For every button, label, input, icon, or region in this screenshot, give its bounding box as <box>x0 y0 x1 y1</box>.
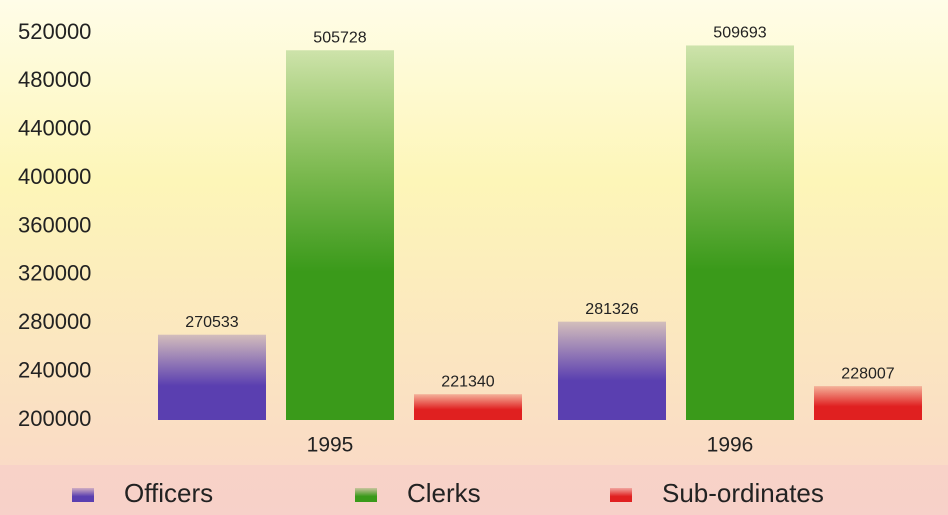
bar <box>158 334 266 420</box>
legend-label: Officers <box>124 478 213 508</box>
value-label: 505728 <box>313 29 366 46</box>
value-label: 281326 <box>585 301 638 318</box>
y-tick-label: 400000 <box>18 164 91 189</box>
value-label: 228007 <box>841 365 894 382</box>
legend-swatch <box>355 488 377 502</box>
value-label: 509693 <box>713 25 766 42</box>
y-tick-label: 200000 <box>18 406 91 431</box>
bar <box>814 386 922 420</box>
legend-label: Clerks <box>407 478 481 508</box>
y-tick-label: 480000 <box>18 67 91 92</box>
y-tick-label: 360000 <box>18 212 91 237</box>
bar <box>414 394 522 420</box>
legend-strip <box>0 465 948 515</box>
y-tick-label: 320000 <box>18 261 91 286</box>
legend-swatch <box>610 488 632 502</box>
y-tick-label: 520000 <box>18 19 91 44</box>
y-tick-label: 240000 <box>18 357 91 382</box>
x-tick-label: 1995 <box>307 434 354 457</box>
bar <box>286 50 394 421</box>
value-label: 270533 <box>185 314 238 331</box>
bar <box>558 321 666 420</box>
legend-label: Sub-ordinates <box>662 478 824 508</box>
x-tick-label: 1996 <box>707 434 754 457</box>
value-label: 221340 <box>441 373 494 390</box>
legend-swatch <box>72 488 94 502</box>
bar <box>686 45 794 420</box>
y-tick-label: 440000 <box>18 116 91 141</box>
y-tick-label: 280000 <box>18 309 91 334</box>
